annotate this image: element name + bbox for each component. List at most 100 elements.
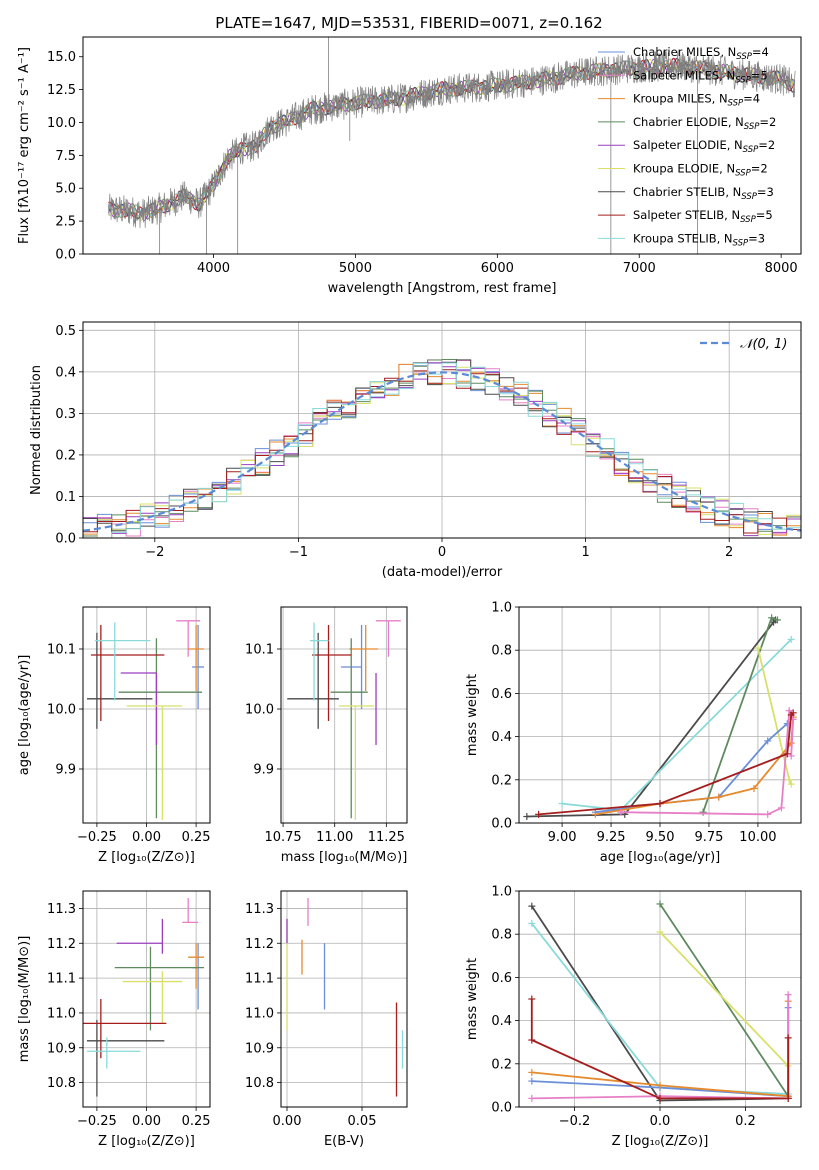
weight-marker	[558, 800, 566, 808]
errorbar-point	[330, 638, 368, 819]
legend-entry-subscript: SSP	[741, 192, 757, 202]
x-tick-label: 0.2	[735, 1114, 756, 1129]
y-tick-label: 10.8	[47, 1076, 76, 1091]
axes-frame	[82, 36, 802, 255]
y-axis-label: mass weight	[465, 674, 480, 756]
y-tick-label: 0.2	[55, 448, 76, 463]
x-tick-label: 11.00	[316, 830, 353, 845]
weight-marker	[528, 995, 536, 1003]
errorbar-point	[188, 625, 205, 691]
y-tick-label: 0.6	[491, 687, 512, 702]
legend-entry-label: Salpeter MILES, N	[633, 68, 735, 82]
y-tick-label: 11.1	[47, 972, 76, 987]
x-tick-label: 6000	[481, 261, 514, 276]
weight-marker	[787, 635, 795, 643]
legend-entry-label: Kroupa MILES, N	[633, 92, 728, 106]
legend-entry-value: =5	[756, 208, 773, 222]
errorbar-point	[86, 1037, 141, 1069]
weight-series-line	[659, 931, 789, 1067]
x-axis-label: age [log₁₀(age/yr)]	[600, 850, 721, 865]
errorbar-point	[376, 620, 401, 657]
y-tick-label: 1.0	[491, 885, 512, 900]
legend-entry-subscript: SSP	[743, 145, 759, 155]
y-tick-label: 11.3	[245, 902, 274, 917]
errorbar-point	[338, 705, 374, 820]
x-tick-label: 1	[581, 545, 589, 560]
y-tick-label: 0.0	[55, 532, 76, 547]
x-tick-label: 9.25	[597, 830, 626, 845]
y-tick-label: 11.3	[47, 902, 76, 917]
weight-marker	[528, 919, 536, 927]
x-tick-label: 10.00	[739, 830, 776, 845]
errorbar-point	[188, 943, 205, 989]
y-tick-label: 2.5	[55, 215, 76, 230]
legend-entry-value: =2	[759, 115, 776, 129]
errorbar-point	[309, 622, 329, 701]
y-tick-label: 10.8	[245, 1076, 274, 1091]
x-tick-label: 11.25	[368, 830, 405, 845]
legend-entry: Kroupa ELODIE, NSSP=2	[633, 162, 768, 179]
legend-entry-subscript: SSP	[735, 169, 751, 179]
weight-marker	[528, 1036, 536, 1044]
errorbar-point	[122, 971, 183, 1024]
plot-area	[286, 897, 404, 1097]
y-tick-label: 0.0	[491, 1101, 512, 1116]
panel-age-mass: 10.75 11.00 11.25 9.9 10.0 10.1 mass [log₁₀(M/…	[245, 606, 408, 865]
axes-overlay: 10.75 11.00 11.25 9.9 10.0 10.1 mass [log₁₀(M/…	[245, 606, 408, 865]
weight-marker	[787, 752, 795, 760]
panel-weight-z: −0.2 0.0 0.2 0.0 0.2 0.4 0.6 0.8 1.0 Z [log₁₀(Z/Z…	[465, 885, 802, 1149]
weight-series-line	[595, 717, 795, 816]
y-tick-label: 10.0	[245, 703, 274, 718]
legend-entry-subscript: SSP	[733, 238, 749, 248]
legend-entry: Salpeter MILES, NSSP=5	[633, 68, 768, 85]
legend-entry: 𝒩(0, 1)	[740, 337, 787, 352]
y-axis-label: Normed distribution	[29, 365, 44, 495]
x-axis-label: Z [log₁₀(Z/Z⊙)]	[98, 850, 195, 865]
weight-marker	[528, 1068, 536, 1076]
x-axis-label: wavelength [Angstrom, rest frame]	[328, 281, 557, 296]
y-axis-label: mass weight	[465, 958, 480, 1040]
legend-entry-label: Chabrier MILES, N	[633, 45, 736, 59]
legend-entry-label: Salpeter ELODIE, N	[633, 138, 743, 152]
chart-title: PLATE=1647, MJD=53531, FIBERID=0071, z=0…	[215, 14, 602, 32]
y-tick-label: 5.0	[55, 182, 76, 197]
errorbar-point	[176, 620, 201, 657]
weight-series-line	[620, 707, 795, 816]
y-tick-label: 0.2	[491, 773, 512, 788]
weight-marker	[784, 1034, 792, 1042]
x-tick-label: 9.00	[548, 830, 577, 845]
y-tick-label: 11.0	[245, 1006, 274, 1021]
y-tick-label: 0.8	[491, 644, 512, 659]
errorbar-point	[126, 705, 183, 820]
y-tick-label: 10.1	[245, 643, 274, 658]
y-tick-label: 9.9	[253, 763, 274, 778]
y-tick-label: 0.0	[491, 817, 512, 832]
weight-marker	[784, 991, 792, 999]
x-axis-label: mass [log₁₀(M/M⊙)]	[281, 850, 408, 865]
plot-area	[83, 359, 801, 538]
y-tick-label: 15.0	[47, 50, 76, 65]
weight-marker	[656, 928, 664, 936]
observed-spectrum-line	[108, 50, 796, 228]
y-tick-label: 0.4	[491, 1014, 512, 1029]
errorbar-point	[182, 897, 199, 924]
y-axis-label: age [log₁₀(age/yr)]	[17, 655, 32, 776]
legend-entry-label: Salpeter STELIB, N	[633, 208, 740, 222]
x-tick-label: 0.25	[182, 1114, 211, 1129]
x-tick-label: −2	[145, 545, 164, 560]
y-tick-label: 10.0	[47, 703, 76, 718]
errorbar-point	[83, 999, 167, 1059]
x-tick-label: 2	[725, 545, 733, 560]
legend-entry-value: =3	[757, 185, 774, 199]
weight-marker	[789, 709, 797, 717]
x-tick-label: 8000	[765, 261, 798, 276]
errorbar-point	[94, 622, 151, 701]
errorbar-point	[120, 672, 158, 745]
plot-area	[523, 614, 797, 821]
legend-entry-value: =4	[743, 92, 760, 106]
weight-marker	[785, 776, 793, 784]
weight-marker	[784, 1094, 792, 1102]
weight-marker	[754, 644, 762, 652]
y-tick-label: 1.0	[491, 601, 512, 616]
